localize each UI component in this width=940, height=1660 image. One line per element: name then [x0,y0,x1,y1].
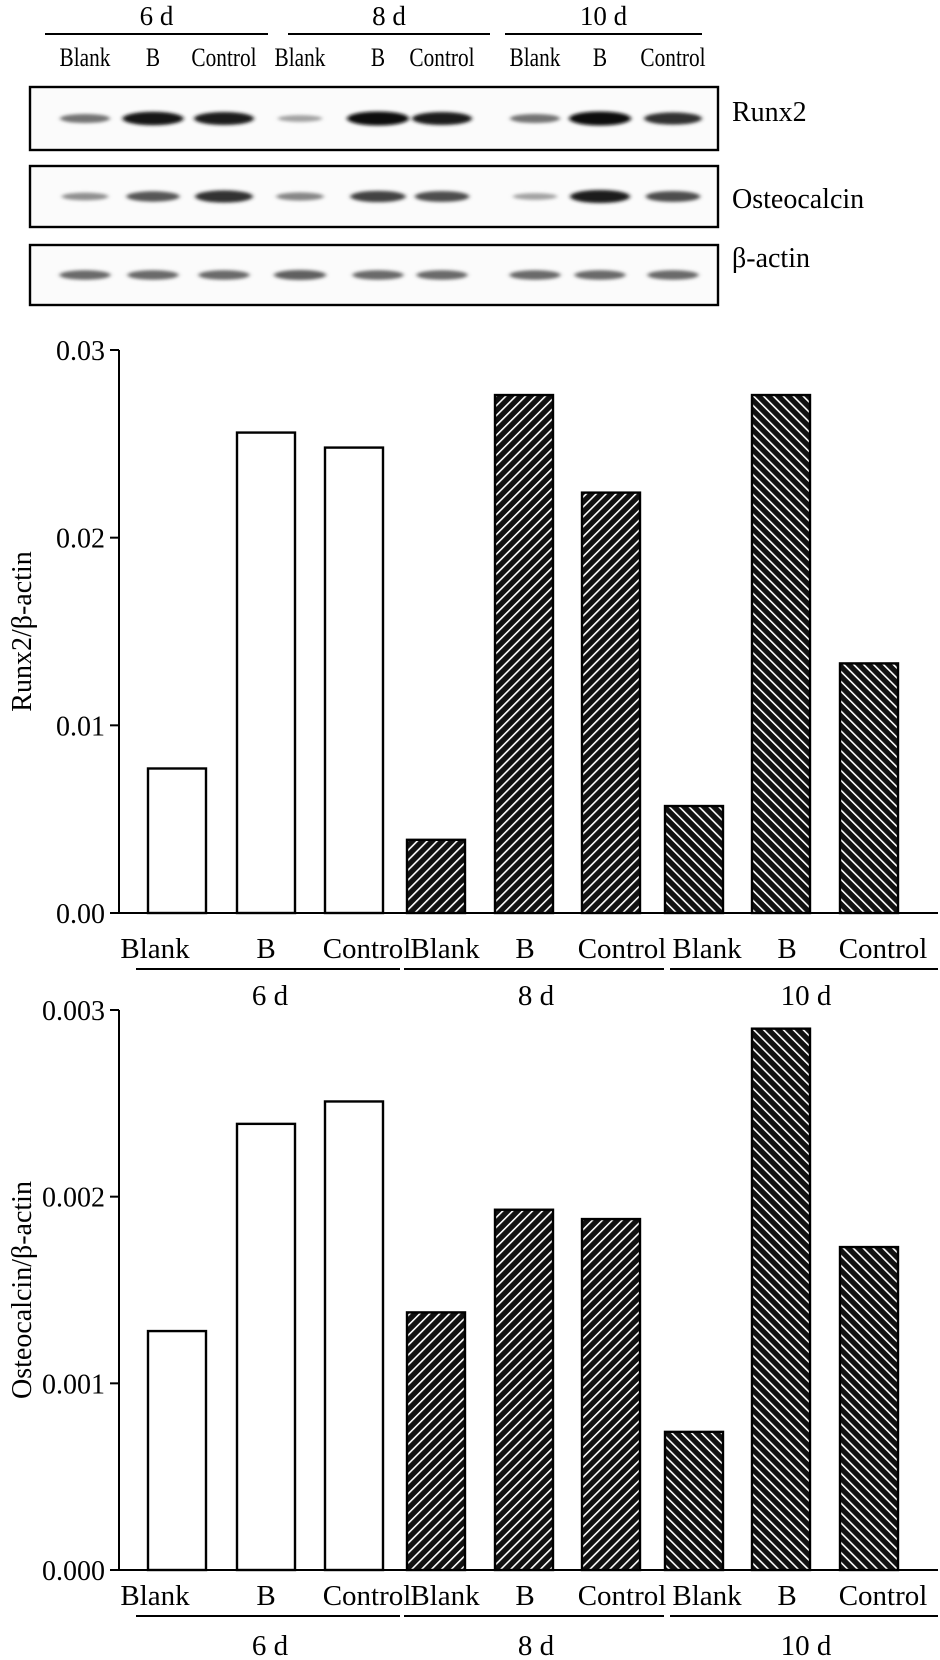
y-axis-label: Osteocalcin/β-actin [7,1181,38,1399]
blot-band [273,270,327,280]
y-tick-label: 0.003 [42,996,105,1027]
blot-band [645,191,701,202]
bar-8-d-b [493,393,555,915]
bar-8-d-blank [405,1311,467,1572]
x-category-label-blank: Blank [120,933,190,965]
x-category-label-control: Control [578,933,667,965]
bar-10-d-blank [663,804,725,915]
x-category-label-control: Control [578,1580,667,1612]
bar-10-d-control [838,662,900,915]
blot-band [127,270,179,280]
runx2-bar-chart: 0.00 0.01 0.02 0.03 Runx2/β-actin Blank B Contr… [7,336,938,1012]
group-label-10-d: 10 d [781,980,832,1012]
y-tick-label: 0.002 [42,1183,105,1214]
blot-lane-label-b: B [593,44,607,72]
blot-band [198,270,250,280]
blot-band [569,111,631,126]
blot-band [416,270,468,280]
bar-6-d-control [323,446,385,915]
bar-6-d-blank [146,1329,208,1572]
y-tick-label: 0.03 [56,336,105,367]
bar-8-d-blank [405,838,467,915]
bar-6-d-b [235,431,297,915]
group-label-8-d: 8 d [518,980,555,1012]
y-axis-label: Runx2/β-actin [7,551,38,711]
osteocalcin-bar-chart: 0.000 0.001 0.002 0.003 Osteocalcin/β-actin B… [7,996,938,1660]
group-label-6-d: 6 d [252,1630,289,1660]
x-category-label-b: B [777,1580,796,1612]
x-category-label-b: B [777,933,796,965]
blot-lane-label-control: Control [409,44,474,72]
bar-6-d-control [323,1100,385,1572]
bar-6-d-blank [146,767,208,915]
blot-band [644,112,702,125]
blot-row-label-osteocalcin: Osteocalcin [732,184,864,215]
blot-row-label-actin: β-actin [732,243,810,274]
x-category-label-control: Control [323,1580,412,1612]
blot-time-label-6-d: 6 d [140,1,174,31]
x-category-label-b: B [256,933,275,965]
y-tick-label: 0.00 [56,899,105,930]
blot-band [59,270,111,280]
blot-lane-label-b: B [371,44,385,72]
blot-band [350,190,406,203]
blot-lane-label-blank: Blank [510,44,561,72]
bar-10-d-b [750,393,812,915]
blot-band [276,192,324,201]
blot-lane-label-blank: Blank [275,44,326,72]
blot-band [60,113,110,124]
x-category-label-blank: Blank [410,933,480,965]
blot-band [570,189,630,204]
bar-10-d-control [838,1245,900,1572]
y-tick-label: 0.000 [42,1556,105,1587]
blot-band [414,191,470,202]
y-tick-label: 0.001 [42,1369,105,1400]
x-category-label-control: Control [839,933,928,965]
x-category-label-control: Control [323,933,412,965]
group-label-10-d: 10 d [781,1630,832,1660]
blot-band [510,113,560,124]
blot-lane-label-control: Control [640,44,705,72]
bar-8-d-control [580,491,642,915]
blot-row-label-runx2: Runx2 [732,97,807,128]
bar-6-d-b [235,1122,297,1572]
group-label-8-d: 8 d [518,1630,555,1660]
blot-band [412,111,472,126]
group-label-6-d: 6 d [252,980,289,1012]
x-category-label-control: Control [839,1580,928,1612]
x-category-label-blank: Blank [410,1580,480,1612]
blot-band [647,270,699,280]
x-category-label-b: B [515,933,534,965]
blot-time-label-10-d: 10 d [580,1,628,31]
x-category-label-blank: Blank [672,1580,742,1612]
blot-band [512,193,558,200]
blot-band [195,190,253,203]
bar-8-d-b [493,1208,555,1572]
y-tick-label: 0.01 [56,711,105,742]
bar-8-d-control [580,1217,642,1572]
blot-band [122,111,184,126]
blot-lane-label-b: B [146,44,160,72]
blot-band [352,270,404,280]
blot-band [347,111,409,126]
blot-time-label-8-d: 8 d [372,1,406,31]
blot-band [509,270,561,280]
y-tick-label: 0.02 [56,524,105,555]
x-category-label-blank: Blank [120,1580,190,1612]
blot-lane-label-control: Control [191,44,256,72]
x-category-label-b: B [256,1580,275,1612]
blot-band [126,191,180,202]
blot-lane-label-blank: Blank [60,44,111,72]
x-category-label-blank: Blank [672,933,742,965]
bar-10-d-blank [663,1430,725,1572]
blot-band [574,270,626,280]
x-category-label-b: B [515,1580,534,1612]
bar-10-d-b [750,1027,812,1572]
blot-band [61,192,109,201]
blot-band [194,111,254,126]
blot-band [277,115,323,122]
